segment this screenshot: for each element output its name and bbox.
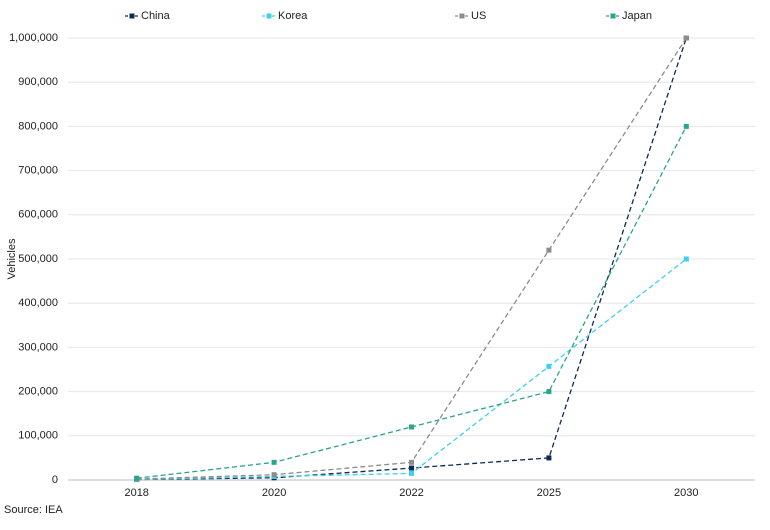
source-note: Source: IEA bbox=[4, 504, 63, 516]
y-tick-label: 500,000 bbox=[18, 253, 58, 265]
x-tick-label: 2030 bbox=[674, 487, 698, 499]
point-marker bbox=[683, 256, 689, 262]
y-axis-label: Vehicles bbox=[6, 238, 18, 279]
point-marker bbox=[546, 363, 552, 369]
x-tick-label: 2025 bbox=[537, 487, 561, 499]
y-tick-label: 200,000 bbox=[18, 386, 58, 398]
legend-swatch bbox=[459, 13, 465, 19]
legend-label: US bbox=[471, 10, 486, 22]
x-tick-label: 2018 bbox=[124, 487, 148, 499]
point-marker bbox=[409, 470, 414, 476]
point-marker bbox=[683, 123, 689, 129]
y-tick-label: 700,000 bbox=[18, 165, 58, 177]
point-marker bbox=[546, 389, 552, 395]
legend-label: China bbox=[141, 10, 171, 22]
legend-swatch bbox=[266, 13, 272, 19]
x-tick-label: 2020 bbox=[262, 487, 286, 499]
y-tick-label: 400,000 bbox=[18, 297, 58, 309]
x-tick-label: 2022 bbox=[399, 487, 423, 499]
point-marker bbox=[546, 455, 552, 461]
point-marker bbox=[409, 465, 414, 471]
legend-label: Korea bbox=[278, 10, 308, 22]
point-marker bbox=[683, 35, 689, 41]
legend-swatch bbox=[129, 13, 135, 19]
legend-label: Japan bbox=[622, 10, 652, 22]
legend-swatch bbox=[610, 13, 616, 19]
y-tick-label: 1,000,000 bbox=[9, 32, 58, 44]
series-line bbox=[136, 258, 687, 481]
point-marker bbox=[546, 247, 552, 253]
point-marker bbox=[134, 475, 140, 481]
y-tick-label: 100,000 bbox=[18, 430, 58, 442]
point-marker bbox=[409, 459, 414, 465]
y-tick-label: 600,000 bbox=[18, 209, 58, 221]
point-marker bbox=[271, 459, 277, 465]
point-marker bbox=[409, 424, 414, 430]
y-tick-label: 800,000 bbox=[18, 120, 58, 132]
y-tick-label: 300,000 bbox=[18, 341, 58, 353]
y-tick-label: 900,000 bbox=[18, 76, 58, 88]
point-marker bbox=[271, 472, 277, 478]
y-tick-label: 0 bbox=[52, 474, 58, 486]
